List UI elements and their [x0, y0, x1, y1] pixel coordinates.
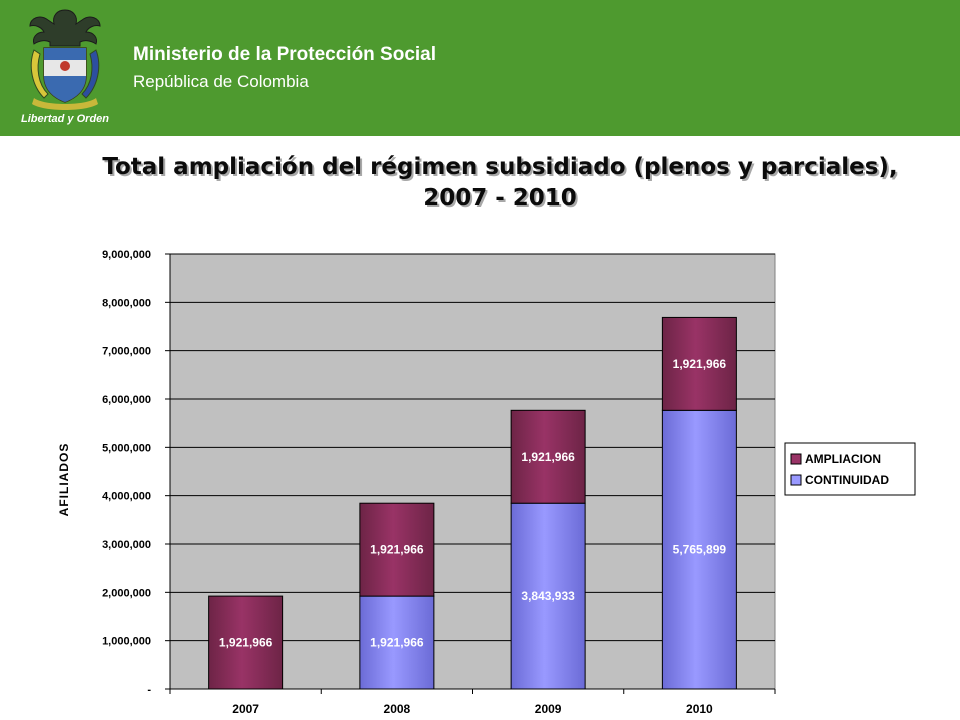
- legend-box: [784, 442, 916, 496]
- data-label: 1,921,966: [673, 357, 727, 371]
- bar-ampliacion: [661, 316, 737, 411]
- y-tick-label: 9,000,000: [102, 249, 151, 261]
- legend-swatch-ampliacion: [790, 453, 802, 465]
- bar-continuidad: [359, 595, 435, 690]
- bar-ampliacion: [208, 595, 284, 690]
- x-tick-label: 2007: [232, 702, 259, 716]
- y-tick-label: 1,000,000: [102, 636, 151, 648]
- chart-title-line-2: 2007 - 2010: [423, 185, 577, 211]
- bar-ampliacion: [359, 502, 435, 597]
- legend-label-continuidad: CONTINUIDAD: [805, 473, 889, 487]
- header-banner: Libertad y Orden Ministerio de la Protec…: [0, 0, 960, 136]
- bar-continuidad: [661, 409, 737, 690]
- x-tick-label: 2009: [535, 702, 562, 716]
- y-tick-label: 4,000,000: [102, 491, 151, 503]
- y-tick-label: 5,000,000: [102, 442, 151, 454]
- y-tick-label: 7,000,000: [102, 346, 151, 358]
- x-tick-label: 2008: [384, 702, 411, 716]
- chart-title-line-1: Total ampliación del régimen subsidiado …: [102, 154, 898, 180]
- y-tick-label: -: [147, 684, 151, 696]
- data-label: 1,921,966: [219, 636, 273, 650]
- data-label: 1,921,966: [370, 543, 424, 557]
- data-label: 1,921,966: [370, 636, 424, 650]
- y-tick-label: 6,000,000: [102, 394, 151, 406]
- republic-name: República de Colombia: [133, 72, 309, 91]
- crest-motto: Libertad y Orden: [21, 113, 109, 125]
- y-tick-label: 8,000,000: [102, 297, 151, 309]
- bar-continuidad: [510, 502, 586, 690]
- data-label: 1,921,966: [521, 450, 575, 464]
- bar-ampliacion: [510, 409, 586, 504]
- data-label: 5,765,899: [673, 543, 727, 557]
- colombia-coat-of-arms-icon: Libertad y Orden: [21, 9, 109, 125]
- legend-label-ampliacion: AMPLIACION: [805, 452, 881, 466]
- y-tick-label: 3,000,000: [102, 539, 151, 551]
- data-label: 3,843,933: [521, 589, 575, 603]
- chart-title: Total ampliación del régimen subsidiado …: [60, 152, 940, 214]
- y-tick-label: 2,000,000: [102, 587, 151, 599]
- y-axis-label: AFILIADOS: [57, 443, 71, 517]
- legend-swatch-continuidad: [790, 474, 802, 486]
- ministry-name: Ministerio de la Protección Social: [133, 44, 437, 65]
- x-tick-label: 2010: [686, 702, 713, 716]
